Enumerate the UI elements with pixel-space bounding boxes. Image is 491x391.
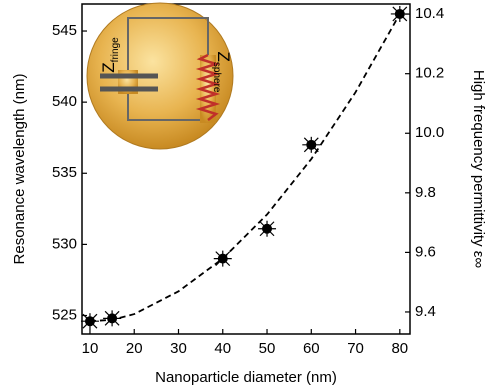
y2-tick-label: 10.2 — [415, 65, 444, 82]
resistor-label-main: Z — [214, 52, 233, 62]
x-tick-label: 10 — [82, 340, 99, 357]
capacitor-label-main: Z — [99, 62, 118, 72]
x-tick-label: 20 — [126, 340, 143, 357]
x-tick-label: 80 — [391, 340, 408, 357]
data-point — [103, 310, 122, 327]
capacitor-label-sub: fringe — [110, 37, 121, 62]
y-axis-label: Resonance wavelength (nm) — [11, 74, 28, 265]
y2-tick-label: 9.6 — [415, 243, 436, 260]
capacitor-label: Zfringe — [99, 37, 120, 73]
resistor-label-sub: sphere — [211, 62, 222, 93]
x-tick-label: 70 — [347, 340, 364, 357]
x-tick-label: 30 — [170, 340, 187, 357]
resistor — [195, 53, 221, 121]
data-point — [213, 250, 232, 267]
data-point — [80, 313, 99, 330]
x-tick-label: 60 — [303, 340, 320, 357]
gold-sphere — [86, 2, 234, 150]
y2-tick-label: 9.8 — [415, 184, 436, 201]
data-point — [258, 220, 277, 237]
y2-tick-label: 10.4 — [415, 5, 444, 22]
resistor-label: Zsphere — [211, 52, 232, 93]
inset-illustration: Zfringe Zsphere — [86, 2, 234, 150]
x-axis-label: Nanoparticle diameter (nm) — [155, 369, 337, 386]
x-tick-label: 40 — [214, 340, 231, 357]
data-point — [390, 5, 409, 22]
y2-tick-label: 10.0 — [415, 124, 444, 141]
x-tick-label: 50 — [259, 340, 276, 357]
plot-frame — [81, 3, 411, 335]
y-tick-label: 540 — [52, 93, 77, 110]
y-tick-label: 530 — [52, 235, 77, 252]
data-point — [302, 136, 321, 153]
y-tick-label: 535 — [52, 164, 77, 181]
y2-axis-label: High frequency permittivity ε∞ — [470, 70, 487, 269]
y-tick-label: 545 — [52, 22, 77, 39]
y2-tick-label: 9.4 — [415, 303, 436, 320]
y-tick-label: 525 — [52, 306, 77, 323]
